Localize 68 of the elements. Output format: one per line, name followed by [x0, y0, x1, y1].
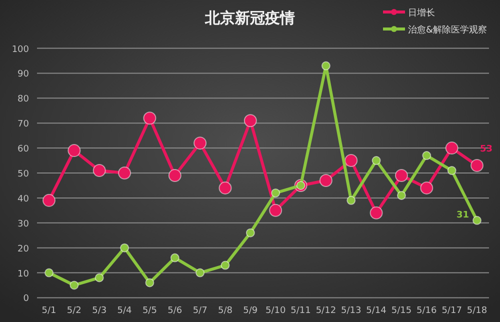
point	[92, 164, 106, 178]
x-tick-label: 5/1	[42, 306, 56, 316]
point	[118, 166, 132, 180]
point	[94, 273, 104, 282]
point	[420, 181, 434, 194]
point	[372, 156, 381, 166]
point	[269, 204, 282, 217]
point	[319, 174, 332, 187]
data-label: 31	[456, 210, 469, 220]
y-tick-label: 30	[18, 219, 30, 230]
legend-label: 日增长	[408, 8, 435, 18]
y-tick-label: 40	[18, 194, 30, 204]
point	[42, 194, 56, 207]
x-tick-label: 5/10	[265, 306, 286, 316]
x-tick-label: 5/8	[218, 306, 233, 316]
point	[218, 181, 232, 194]
x-tick-label: 5/9	[243, 306, 258, 316]
point	[370, 206, 383, 220]
point	[472, 216, 482, 225]
y-tick-label: 0	[23, 294, 30, 304]
point	[244, 114, 257, 128]
x-tick-label: 5/14	[366, 306, 387, 316]
point	[170, 253, 180, 262]
data-label: 53	[480, 144, 493, 155]
point	[470, 159, 484, 172]
point	[143, 112, 156, 125]
point	[344, 154, 358, 168]
point	[44, 268, 54, 278]
y-tick-label: 90	[18, 70, 30, 80]
x-tick-label: 5/16	[416, 306, 438, 316]
y-tick-label: 10	[18, 269, 30, 280]
y-tick-label: 70	[18, 120, 30, 130]
point	[246, 228, 255, 238]
point	[220, 260, 230, 270]
x-tick-label: 5/4	[117, 306, 132, 316]
x-tick-label: 5/3	[92, 306, 107, 316]
y-tick-label: 20	[18, 244, 30, 254]
x-tick-label: 5/7	[192, 306, 208, 316]
point	[394, 168, 408, 182]
y-tick-label: 80	[18, 94, 30, 105]
point	[68, 144, 81, 158]
x-tick-label: 5/18	[466, 306, 488, 316]
point	[70, 280, 79, 290]
x-tick-label: 5/2	[66, 306, 82, 316]
point	[271, 188, 280, 198]
y-tick-label: 100	[12, 44, 30, 55]
point	[120, 243, 130, 252]
legend-label: 治愈&解除医学观察	[408, 24, 488, 36]
x-tick-label: 5/13	[341, 306, 362, 316]
y-tick-label: 50	[18, 170, 30, 180]
x-tick-label: 5/5	[142, 306, 157, 316]
x-tick-label: 5/15	[391, 306, 412, 316]
point	[445, 142, 458, 155]
point	[194, 136, 207, 150]
point	[168, 168, 182, 182]
point	[447, 166, 456, 176]
point	[346, 196, 356, 205]
point	[422, 151, 432, 160]
y-tick-label: 60	[18, 144, 30, 155]
point	[396, 190, 406, 200]
x-tick-label: 5/17	[442, 306, 462, 316]
x-tick-label: 5/12	[316, 306, 336, 316]
x-tick-label: 5/6	[168, 306, 182, 316]
point	[321, 61, 330, 70]
point	[145, 278, 154, 288]
chart-title: 北京新冠疫情	[204, 9, 295, 27]
x-tick-label: 5/11	[290, 306, 311, 316]
point	[196, 268, 205, 278]
